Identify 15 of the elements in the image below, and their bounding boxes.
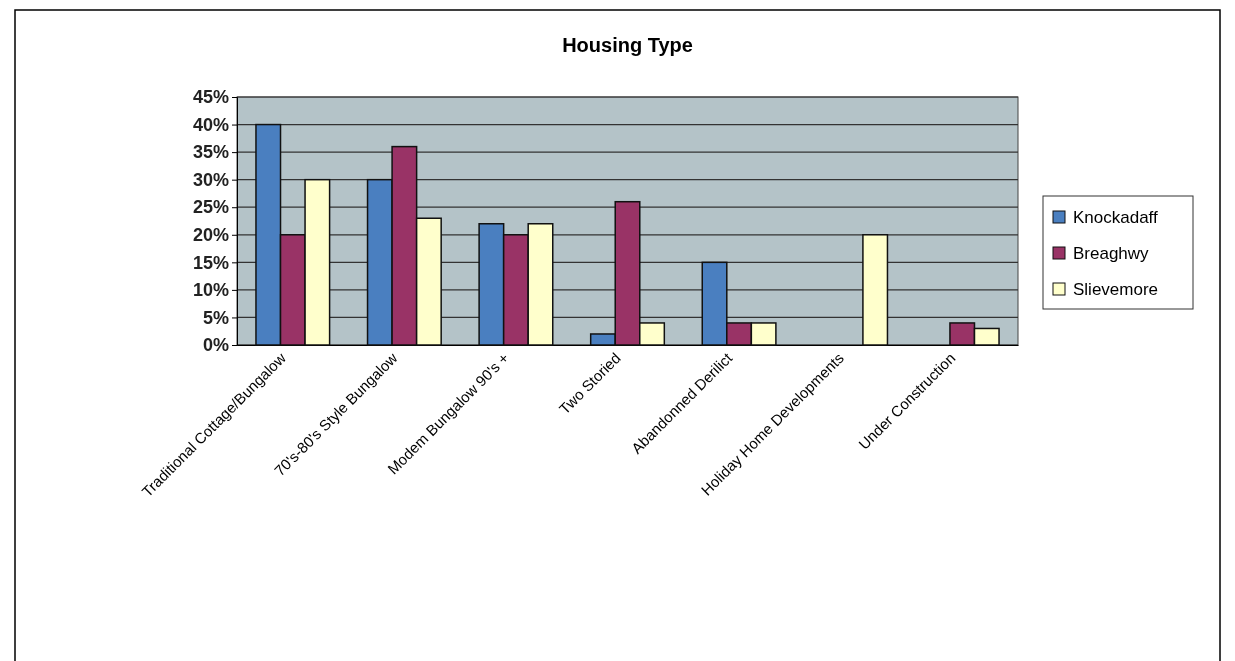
legend-label: Knockadaff: [1073, 208, 1159, 227]
chart-title: Housing Type: [562, 34, 693, 56]
y-tick-label: 25%: [192, 197, 229, 218]
y-tick-label: 15%: [192, 252, 229, 273]
legend-label: Breaghwy: [1073, 244, 1150, 263]
y-tick-label: 10%: [192, 280, 229, 301]
y-tick-label: 40%: [192, 114, 229, 135]
y-tick-label: 20%: [192, 225, 229, 246]
y-tick-label: 45%: [192, 87, 229, 108]
y-tick-label: 35%: [192, 142, 229, 163]
y-tick-label: 5%: [202, 307, 229, 328]
y-tick-label: 0%: [202, 335, 229, 356]
bar: [862, 234, 889, 346]
y-tick-label: 30%: [192, 169, 229, 190]
legend-label: Slievemore: [1073, 280, 1159, 299]
